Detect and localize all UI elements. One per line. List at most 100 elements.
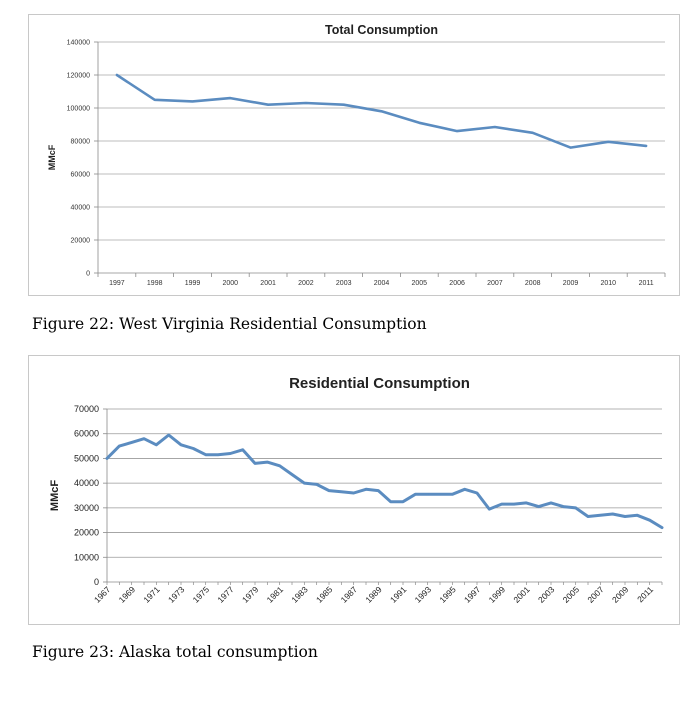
x-tick-label: 1969	[117, 584, 138, 605]
y-tick-label: 20000	[71, 238, 91, 245]
y-tick-label: 140000	[67, 40, 90, 47]
x-tick-label: 1993	[413, 584, 434, 605]
figure-23-caption: Figure 23: Alaska total consumption	[32, 643, 318, 661]
data-point	[645, 145, 647, 147]
x-tick-label: 2006	[449, 280, 465, 287]
data-point	[599, 514, 602, 517]
data-point	[217, 453, 219, 456]
data-point	[180, 443, 182, 446]
data-point	[278, 464, 281, 467]
data-point	[267, 103, 269, 106]
data-point	[130, 441, 133, 444]
x-tick-label: 1985	[314, 584, 335, 605]
data-point	[456, 130, 458, 132]
figure-22-caption: Figure 22: West Virginia Residential Con…	[32, 315, 427, 333]
y-tick-label: 50000	[74, 453, 99, 463]
data-point	[587, 515, 589, 518]
x-tick-label: 2000	[223, 280, 239, 287]
data-point	[494, 126, 496, 128]
chart-title: Residential Consumption	[289, 375, 470, 392]
data-point	[439, 493, 441, 496]
data-point	[106, 457, 108, 460]
x-tick-label: 2003	[536, 584, 557, 605]
data-point	[500, 503, 503, 506]
x-tick-label: 2001	[260, 280, 276, 287]
data-point	[377, 489, 380, 492]
data-point	[476, 492, 478, 495]
x-tick-label: 2005	[412, 280, 428, 287]
x-tick-label: 2005	[561, 584, 582, 605]
data-point	[389, 500, 392, 503]
x-tick-label: 1977	[215, 584, 236, 605]
alaska-residential-consumption-chart: Residential Consumption 0 10000 20000 30000 4…	[28, 355, 680, 625]
x-tick-label: 2001	[511, 584, 532, 605]
data-point	[303, 482, 306, 485]
data-point	[192, 447, 195, 450]
x-tick-label: 2007	[487, 280, 503, 287]
data-point	[402, 500, 404, 503]
x-tick-label: 1971	[141, 584, 162, 605]
data-point	[291, 473, 293, 476]
x-tick-label: 2010	[601, 280, 617, 287]
data-point	[562, 505, 565, 508]
data-point	[305, 102, 307, 104]
data-point	[340, 490, 343, 493]
y-tick-label: 0	[86, 271, 90, 278]
x-tick-label: 1989	[363, 584, 384, 605]
x-tick-label: 2011	[635, 584, 655, 604]
y-tick-label: 40000	[74, 478, 99, 488]
data-point	[525, 501, 528, 504]
x-tick-label: 1997	[462, 584, 483, 605]
data-point	[537, 505, 540, 508]
data-point	[531, 131, 534, 134]
chart-title: Total Consumption	[325, 23, 438, 37]
x-tick-label: 2009	[610, 584, 631, 605]
data-point	[352, 492, 355, 495]
data-point	[550, 501, 552, 504]
data-point	[241, 448, 244, 451]
y-tick-label: 120000	[67, 73, 90, 80]
data-point	[607, 140, 610, 143]
alaska-chart-svg: Residential Consumption 0 10000 20000 30000 4…	[49, 375, 664, 605]
x-tick-label: 1967	[92, 584, 113, 605]
data-point	[636, 514, 639, 517]
x-tick-label: 2004	[374, 280, 390, 287]
y-tick-label: 60000	[74, 429, 99, 439]
data-point	[342, 103, 345, 106]
y-tick-label: 80000	[71, 139, 91, 146]
y-tick-label: 60000	[71, 172, 91, 179]
data-point	[569, 146, 572, 149]
data-point	[513, 503, 515, 506]
y-tick-label: 70000	[74, 404, 99, 414]
y-tick-label: 100000	[67, 106, 90, 113]
data-point	[463, 488, 466, 491]
data-point	[191, 100, 194, 103]
data-point	[229, 97, 232, 99]
x-tick-label: 1999	[185, 280, 201, 287]
data-point	[143, 437, 145, 440]
x-tick-label: 1979	[240, 584, 261, 605]
data-point	[418, 121, 421, 124]
x-tick-label: 1998	[147, 280, 163, 287]
data-point	[611, 513, 614, 516]
data-point	[153, 98, 156, 101]
data-point	[116, 74, 118, 76]
data-point	[426, 493, 429, 496]
data-point	[254, 462, 256, 465]
data-point	[624, 515, 626, 518]
x-tick-label: 2003	[336, 280, 352, 287]
data-point	[167, 433, 170, 436]
wv-chart-svg: Total Consumption 0 20000 40000 60000 80000 10…	[47, 23, 666, 287]
data-point	[328, 489, 330, 492]
data-point	[155, 443, 158, 446]
x-tick-label: 2009	[563, 280, 579, 287]
data-point	[266, 461, 269, 464]
x-tick-label: 1997	[109, 280, 125, 287]
x-tick-label: 2007	[585, 584, 606, 605]
y-tick-label: 0	[94, 577, 99, 587]
x-tick-label: 1987	[339, 584, 360, 605]
y-tick-label: 40000	[71, 205, 91, 212]
x-tick-label: 1973	[166, 584, 187, 605]
x-tick-label: 1981	[265, 584, 286, 605]
wv-total-consumption-chart: Total Consumption 0 20000 40000 60000 80000 10…	[28, 14, 680, 296]
